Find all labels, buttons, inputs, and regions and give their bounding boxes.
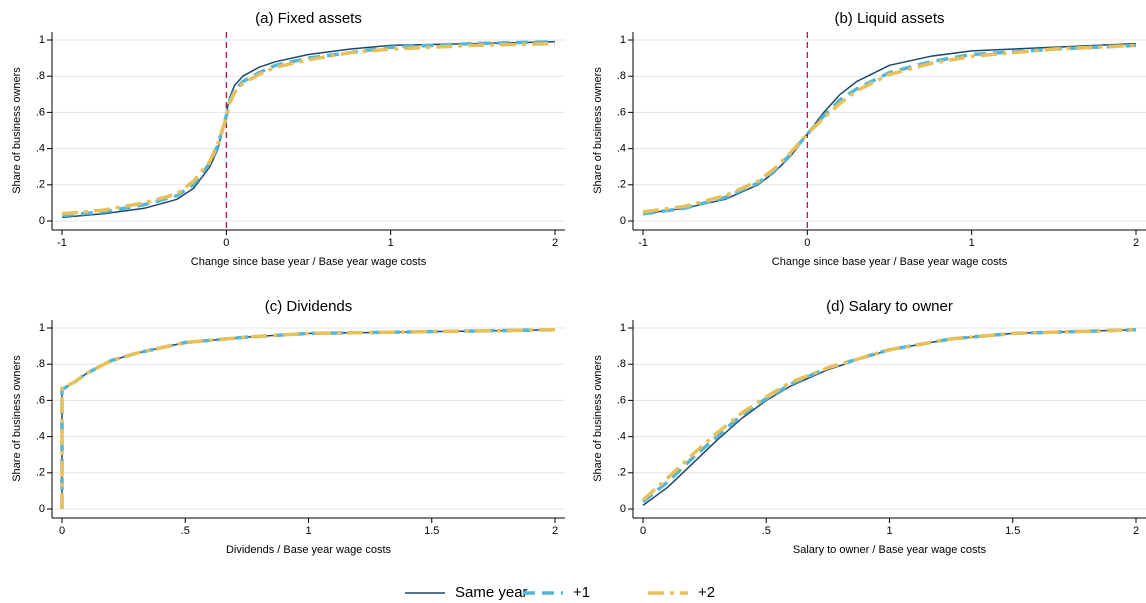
x-tick-label: 2: [552, 237, 558, 249]
y-tick-label: .2: [617, 179, 626, 191]
series-line: [61, 329, 556, 509]
x-tick-label: 1: [388, 237, 394, 249]
x-axis-label: Change since base year / Base year wage …: [191, 256, 427, 268]
series-line: [641, 328, 1137, 504]
y-tick-label: .8: [36, 70, 45, 82]
x-tick-label: -1: [638, 237, 648, 249]
y-tick-label: .6: [36, 394, 45, 406]
x-tick-label: 1: [886, 525, 892, 537]
panel-title: (d) Salary to owner: [826, 298, 953, 315]
series-line: [642, 329, 1137, 507]
y-tick-label: .4: [617, 143, 626, 155]
x-tick-label: 0: [640, 525, 646, 537]
y-tick-label: .2: [36, 179, 45, 191]
x-tick-label: 0: [223, 237, 229, 249]
x-tick-label: -1: [57, 237, 67, 249]
x-tick-label: .5: [181, 525, 190, 537]
y-tick-label: .2: [617, 467, 626, 479]
x-axis-label: Change since base year / Base year wage …: [772, 256, 1008, 268]
series-line: [61, 40, 556, 218]
legend-label: Same year: [455, 584, 528, 601]
y-tick-label: 1: [620, 34, 626, 46]
x-tick-label: 1: [305, 525, 311, 537]
y-tick-label: 0: [620, 215, 626, 227]
series-line: [60, 328, 556, 509]
x-tick-label: 2: [1133, 525, 1139, 537]
panel-title: (b) Liquid assets: [834, 10, 944, 27]
series-line: [641, 328, 1137, 502]
y-tick-label: 1: [39, 322, 45, 334]
y-axis-label: Share of business owners: [11, 355, 23, 482]
x-tick-label: 1.5: [1005, 525, 1020, 537]
panel-title: (c) Dividends: [265, 298, 353, 315]
y-tick-label: .6: [36, 106, 45, 118]
y-tick-label: .4: [36, 143, 45, 155]
x-tick-label: .5: [762, 525, 771, 537]
x-tick-label: 0: [804, 237, 810, 249]
y-axis-label: Share of business owners: [11, 67, 23, 194]
y-tick-label: .6: [617, 394, 626, 406]
y-tick-label: 1: [39, 34, 45, 46]
x-tick-label: 1.5: [424, 525, 439, 537]
y-tick-label: .8: [617, 358, 626, 370]
y-tick-label: 0: [39, 215, 45, 227]
series-line: [60, 328, 556, 509]
y-tick-label: .4: [617, 431, 626, 443]
legend-label: +2: [698, 584, 715, 601]
y-tick-label: .2: [36, 467, 45, 479]
y-tick-label: 0: [39, 503, 45, 515]
series-line: [642, 43, 1137, 216]
y-axis-label: Share of business owners: [592, 67, 604, 194]
x-tick-label: 1: [969, 237, 975, 249]
y-axis-label: Share of business owners: [592, 355, 604, 482]
series-line: [61, 41, 556, 216]
x-tick-label: 2: [1133, 237, 1139, 249]
x-tick-label: 0: [59, 525, 65, 537]
y-tick-label: .4: [36, 431, 45, 443]
x-axis-label: Dividends / Base year wage costs: [226, 544, 392, 556]
y-tick-label: 0: [620, 503, 626, 515]
legend-label: +1: [573, 584, 590, 601]
y-tick-label: .8: [617, 70, 626, 82]
series-line: [61, 41, 556, 219]
y-tick-label: .6: [617, 106, 626, 118]
y-tick-label: .8: [36, 358, 45, 370]
x-tick-label: 2: [552, 525, 558, 537]
series-line: [642, 43, 1137, 214]
y-tick-label: 1: [620, 322, 626, 334]
series-line: [642, 42, 1137, 215]
x-axis-label: Salary to owner / Base year wage costs: [793, 544, 987, 556]
panel-title: (a) Fixed assets: [255, 10, 362, 27]
